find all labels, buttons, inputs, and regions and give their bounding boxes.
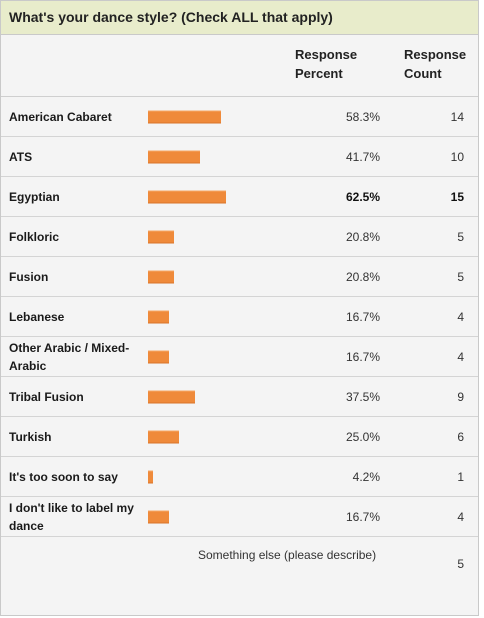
answer-label: Egyptian bbox=[9, 189, 60, 204]
table-header: Response Percent Response Count bbox=[1, 35, 478, 97]
response-percent: 4.2% bbox=[352, 469, 380, 484]
response-count: 5 bbox=[457, 269, 464, 284]
response-bar bbox=[148, 190, 226, 203]
response-count: 10 bbox=[450, 149, 464, 164]
response-count-header: Response Count bbox=[404, 45, 466, 83]
response-percent-header-line1: Response bbox=[295, 47, 358, 62]
response-bar bbox=[148, 390, 195, 403]
response-count: 4 bbox=[457, 509, 464, 524]
table-row: I don't like to label my dance 16.7% 4 bbox=[1, 497, 478, 537]
response-bar bbox=[148, 150, 200, 163]
response-percent: 25.0% bbox=[345, 429, 380, 444]
table-row: American Cabaret 58.3% 14 bbox=[1, 97, 478, 137]
response-count: 1 bbox=[457, 469, 464, 484]
response-bar bbox=[148, 350, 169, 363]
answer-label: ATS bbox=[9, 149, 33, 164]
response-percent: 62.5% bbox=[345, 189, 380, 204]
other-response-row: Something else (please describe) 5 bbox=[1, 537, 478, 590]
answer-label: Fusion bbox=[9, 269, 49, 284]
answer-label: Folkloric bbox=[9, 229, 60, 244]
response-percent: 20.8% bbox=[345, 269, 380, 284]
table-row: Other Arabic / Mixed-Arabic 16.7% 4 bbox=[1, 337, 478, 377]
response-percent-header: Response Percent bbox=[295, 45, 357, 83]
response-bar bbox=[148, 310, 169, 323]
response-percent: 16.7% bbox=[345, 309, 380, 324]
response-percent: 58.3% bbox=[345, 109, 380, 124]
response-bar bbox=[148, 270, 174, 283]
response-percent-header-line2: Percent bbox=[295, 66, 343, 81]
response-bar-track bbox=[148, 390, 278, 403]
response-percent: 41.7% bbox=[345, 149, 380, 164]
response-percent: 20.8% bbox=[345, 229, 380, 244]
response-bar-track bbox=[148, 150, 278, 163]
answer-label: I don't like to label my dance bbox=[9, 500, 134, 533]
response-count: 4 bbox=[457, 309, 464, 324]
response-bar-track bbox=[148, 190, 278, 203]
response-count-header-line1: Response bbox=[404, 47, 467, 62]
other-response-count: 5 bbox=[457, 557, 464, 571]
answer-label: It's too soon to say bbox=[9, 469, 118, 484]
response-count: 4 bbox=[457, 349, 464, 364]
response-percent: 37.5% bbox=[345, 389, 380, 404]
answer-rows: American Cabaret 58.3% 14 ATS 41.7% 10 Egyptia… bbox=[1, 97, 478, 537]
response-bar bbox=[148, 430, 179, 443]
answer-label: Lebanese bbox=[9, 309, 65, 324]
response-count: 15 bbox=[450, 189, 464, 204]
answer-label: Tribal Fusion bbox=[9, 389, 84, 404]
response-count-header-line2: Count bbox=[404, 66, 442, 81]
response-bar-track bbox=[148, 230, 278, 243]
table-row: Fusion 20.8% 5 bbox=[1, 257, 478, 297]
response-bar-track bbox=[148, 110, 278, 123]
response-count: 5 bbox=[457, 229, 464, 244]
table-row: ATS 41.7% 10 bbox=[1, 137, 478, 177]
other-response-label: Something else (please describe) bbox=[198, 548, 377, 562]
response-percent: 16.7% bbox=[345, 509, 380, 524]
table-row: It's too soon to say 4.2% 1 bbox=[1, 457, 478, 497]
answer-label: Turkish bbox=[9, 429, 52, 444]
table-row: Egyptian 62.5% 15 bbox=[1, 177, 478, 217]
response-bar-track bbox=[148, 270, 278, 283]
response-count: 14 bbox=[450, 109, 464, 124]
question-title: What's your dance style? (Check ALL that… bbox=[1, 1, 478, 35]
response-bar-track bbox=[148, 510, 278, 523]
response-bar bbox=[148, 470, 153, 483]
table-row: Turkish 25.0% 6 bbox=[1, 417, 478, 457]
response-bar bbox=[148, 110, 221, 123]
response-bar bbox=[148, 510, 169, 523]
response-bar-track bbox=[148, 350, 278, 363]
response-count: 6 bbox=[457, 429, 464, 444]
response-percent: 16.7% bbox=[345, 349, 380, 364]
response-bar-track bbox=[148, 430, 278, 443]
answer-label: Other Arabic / Mixed-Arabic bbox=[9, 340, 130, 373]
response-bar-track bbox=[148, 470, 278, 483]
response-bar-track bbox=[148, 310, 278, 323]
table-row: Tribal Fusion 37.5% 9 bbox=[1, 377, 478, 417]
table-row: Folkloric 20.8% 5 bbox=[1, 217, 478, 257]
table-row: Lebanese 16.7% 4 bbox=[1, 297, 478, 337]
response-bar bbox=[148, 230, 174, 243]
answer-label: American Cabaret bbox=[9, 109, 112, 124]
response-count: 9 bbox=[457, 389, 464, 404]
